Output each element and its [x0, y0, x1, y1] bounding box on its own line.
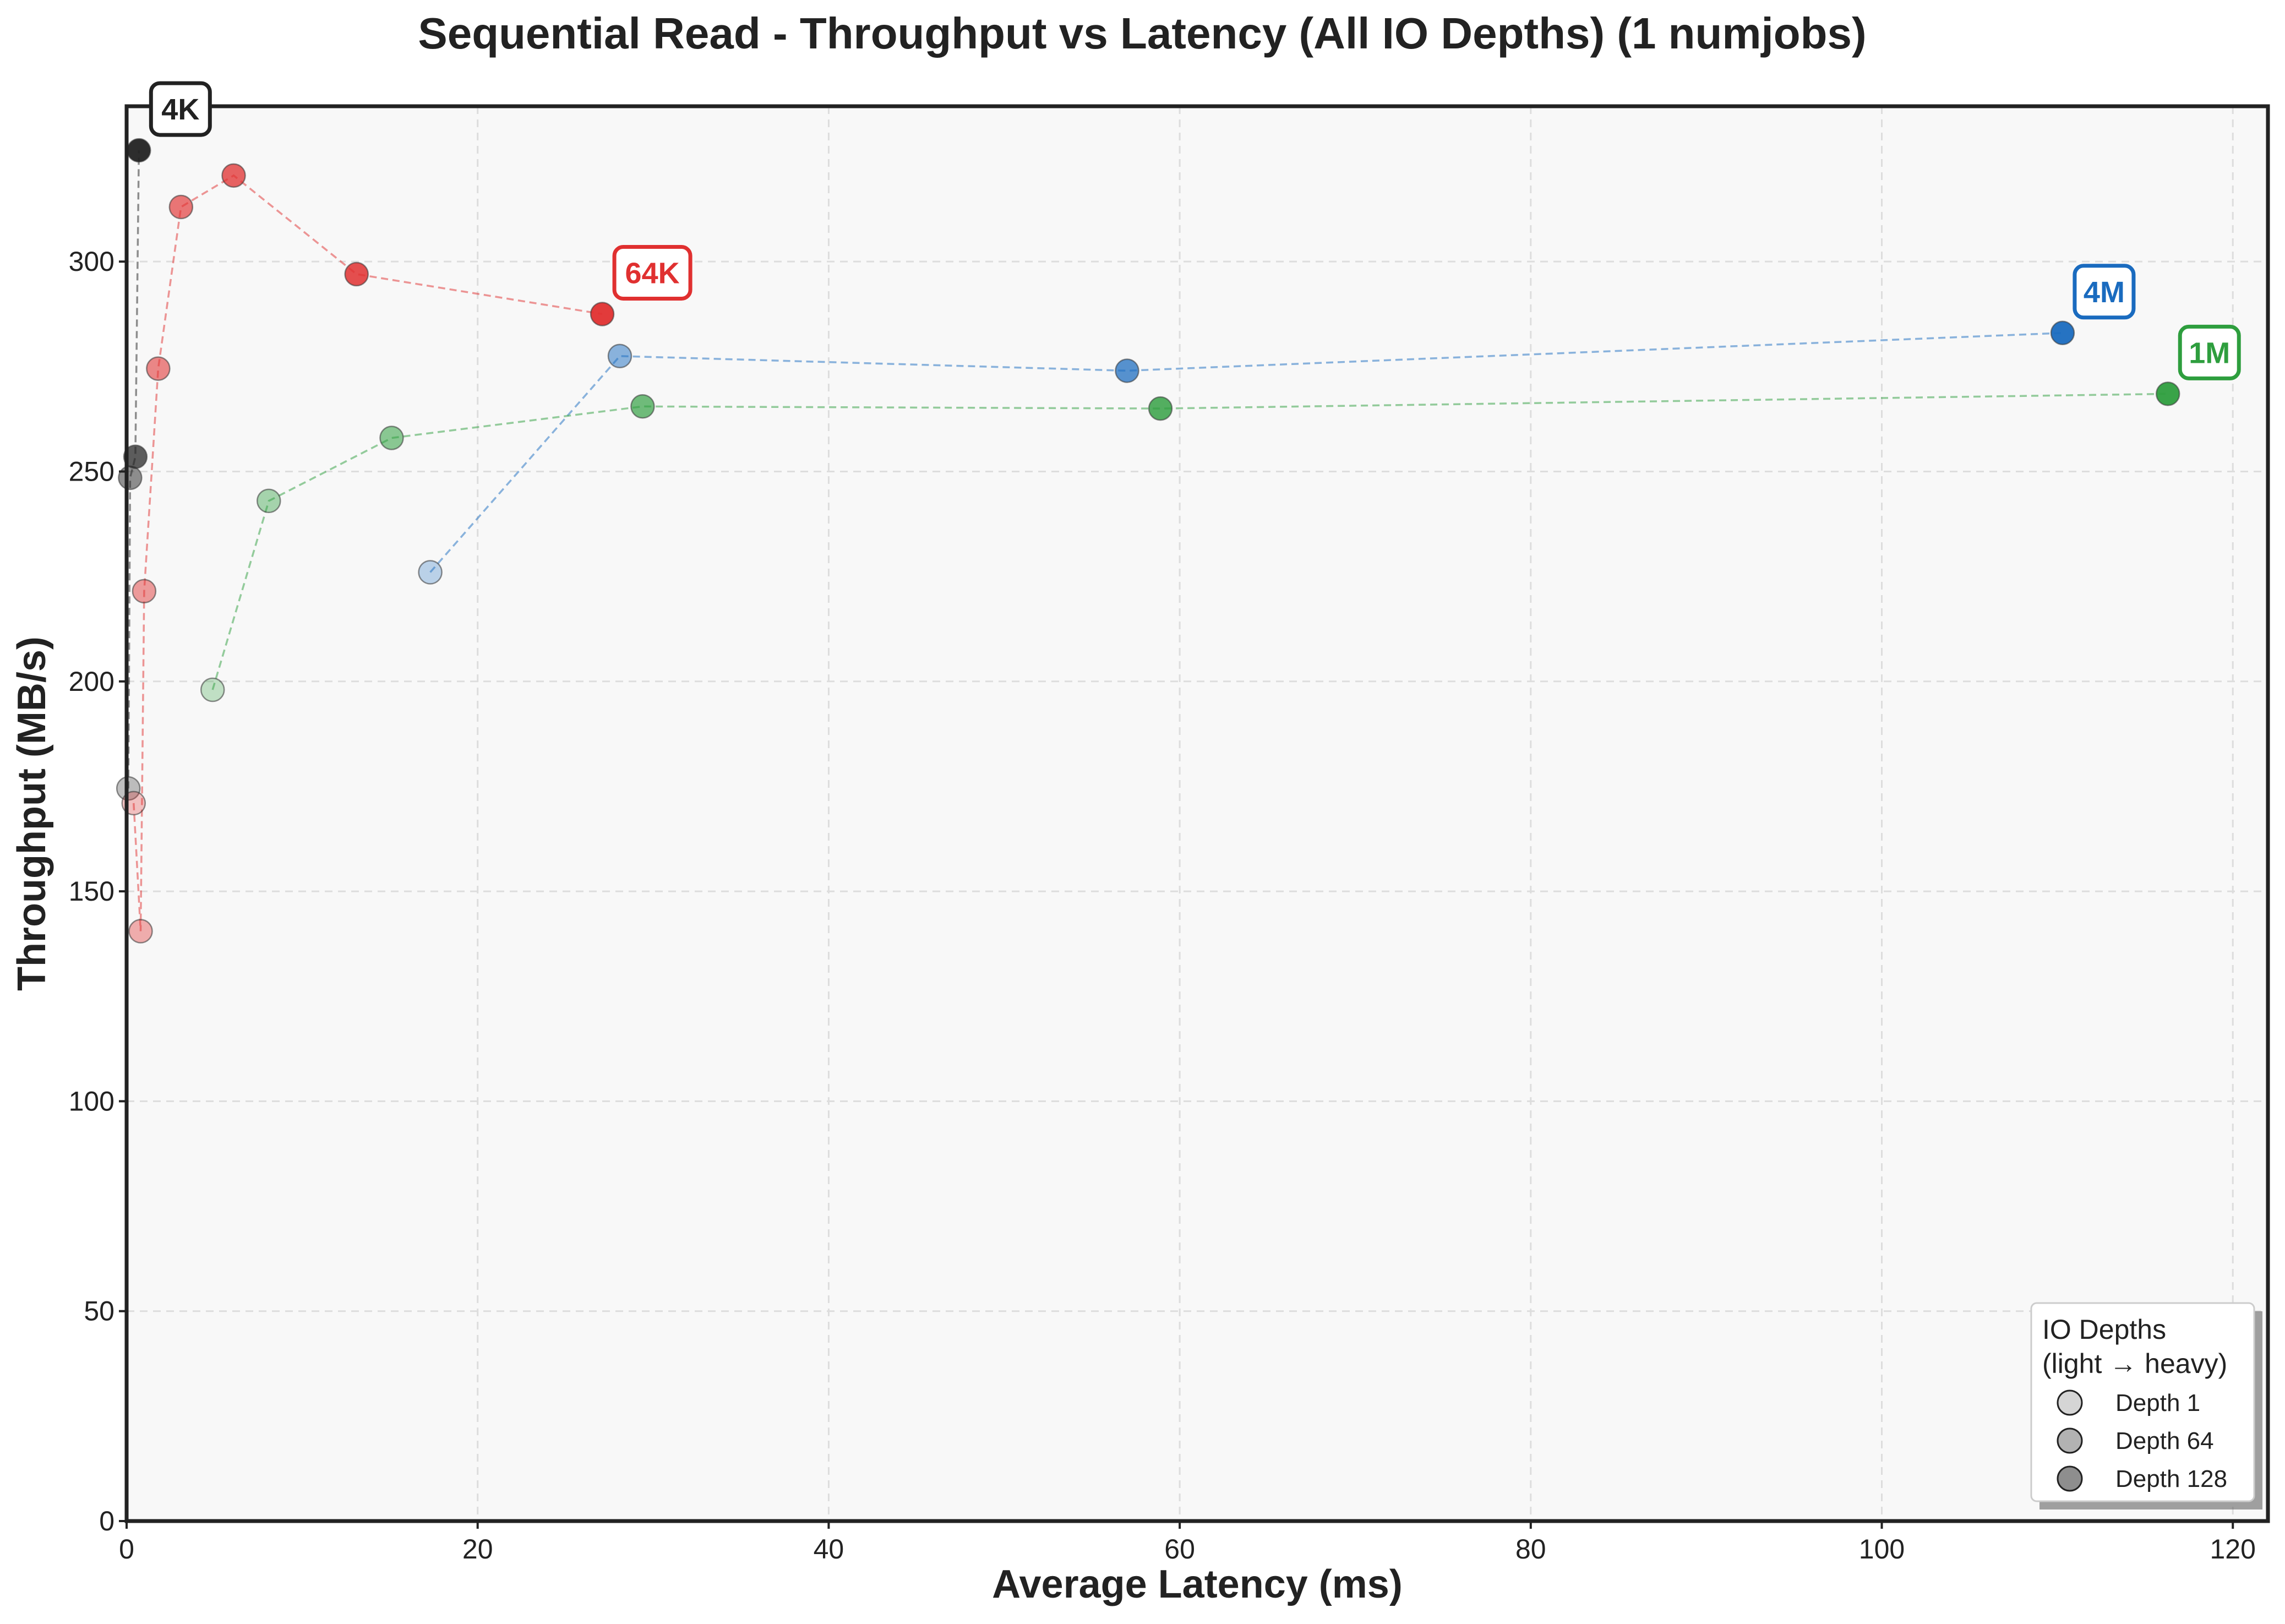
legend-box [2030, 1302, 2255, 1502]
x-tick-label: 100 [1859, 1534, 1905, 1565]
data-point-4m [607, 344, 632, 369]
legend-item-depth-128: Depth 128 [2115, 1465, 2227, 1492]
series-line-4m [429, 332, 2063, 573]
x-tick-label: 20 [462, 1534, 493, 1565]
data-point-4k [123, 444, 148, 470]
x-tick-label: 40 [814, 1534, 844, 1565]
data-point-64k [132, 579, 157, 604]
data-point-4m [2050, 320, 2075, 346]
grid [127, 106, 2268, 1521]
data-point-1m [630, 394, 655, 419]
series-label-1m: 1M [2178, 324, 2241, 380]
data-point-64k [146, 356, 171, 381]
series-lines [127, 150, 2168, 931]
series-labels: 4K 64K 4M 1M [149, 81, 2241, 380]
data-point-4k [127, 138, 151, 163]
y-tick-label: 100 [69, 1086, 114, 1116]
series-label-box [149, 81, 212, 137]
data-point-64k [344, 261, 369, 287]
series-line-64k [133, 174, 603, 931]
plot-frame [124, 104, 2270, 1523]
data-point-4m [418, 560, 443, 585]
y-tick-label: 300 [69, 246, 114, 277]
plot-area [127, 106, 2268, 1521]
series-line-4k [127, 150, 140, 789]
series-label-box [2178, 324, 2241, 380]
legend-title-line2: (light → heavy) [2042, 1348, 2227, 1379]
data-point-64k [221, 163, 246, 188]
series-label-text: 1M [2189, 336, 2230, 369]
series-label-box [2073, 264, 2136, 320]
y-tick-label: 0 [99, 1506, 114, 1536]
chart-title: Sequential Read - Throughput vs Latency … [418, 9, 1866, 58]
series-label-64k: 64K [612, 244, 692, 301]
data-point-4k [118, 465, 143, 491]
series-label-text: 4M [2084, 276, 2125, 309]
data-point-1m [2156, 382, 2180, 406]
legend-item-depth-1: Depth 1 [2115, 1389, 2200, 1416]
legend-marker-depth-128 [2057, 1465, 2083, 1492]
series-label-box [612, 244, 692, 301]
series-line-1m [211, 393, 2168, 690]
x-tick-label: 60 [1164, 1534, 1195, 1565]
y-tick-label: 200 [69, 666, 114, 697]
y-tick-label: 250 [69, 456, 114, 487]
y-tick-label: 50 [84, 1296, 114, 1327]
x-tick-label: 120 [2210, 1534, 2256, 1565]
legend-item-depth-64: Depth 64 [2115, 1427, 2214, 1454]
data-point-1m [1148, 396, 1173, 421]
axis-ticks: 0 20 40 60 80 100 120 0 50 100 150 200 250 300 [69, 246, 2256, 1565]
legend-marker-depth-1 [2057, 1389, 2083, 1416]
legend: IO Depths (light → heavy) Depth 1 Depth … [2030, 1302, 2262, 1509]
data-point-4m [1115, 358, 1139, 383]
series-label-text: 64K [625, 257, 680, 290]
x-tick-label: 0 [119, 1534, 134, 1565]
data-point-64k [128, 919, 153, 944]
data-point-1m [257, 488, 281, 514]
data-point-64k [590, 302, 615, 326]
series-label-4m: 4M [2073, 264, 2136, 320]
x-axis-label: Average Latency (ms) [992, 1562, 1403, 1606]
data-point-1m [200, 677, 225, 702]
series-label-text: 4K [161, 93, 199, 126]
x-tick-label: 80 [1515, 1534, 1546, 1565]
data-point-1m [379, 426, 404, 450]
legend-title-line1: IO Depths [2042, 1314, 2166, 1345]
y-tick-label: 150 [69, 876, 114, 907]
legend-marker-depth-64 [2057, 1427, 2083, 1454]
data-point-64k [168, 194, 194, 220]
series-label-4k: 4K [149, 81, 212, 137]
y-axis-label: Throughput (MB/s) [10, 636, 54, 991]
